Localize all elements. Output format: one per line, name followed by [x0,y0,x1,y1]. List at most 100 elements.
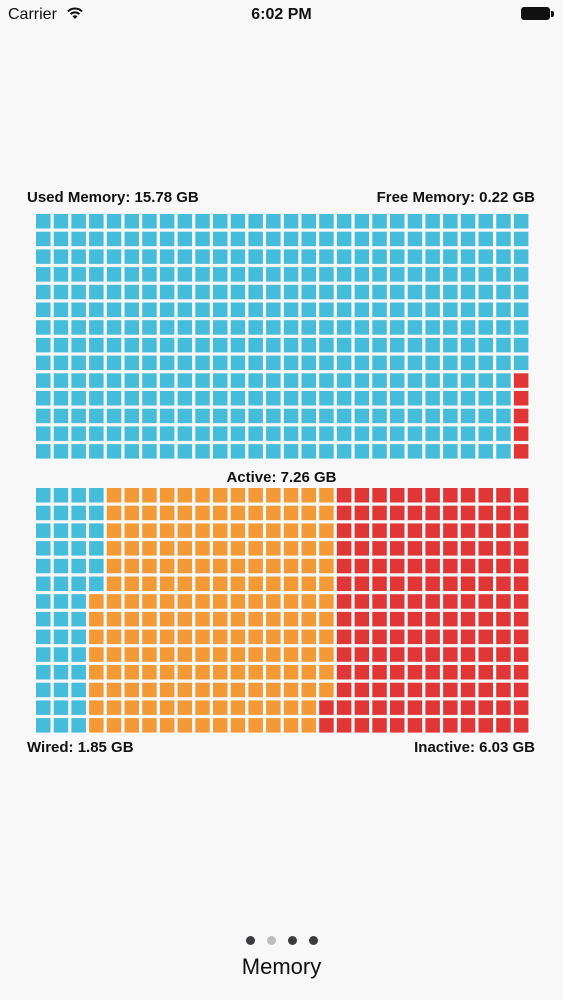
top-used-cell [248,214,263,229]
bottom-inactive-cell [354,611,370,627]
bottom-active-cell [106,488,122,503]
top-used-cell [407,231,423,247]
bottom-wired-cell [36,629,51,645]
bottom-inactive-cell [390,523,405,538]
top-used-cell [213,302,228,317]
top-used-cell [354,426,370,441]
bottom-active-cell [159,523,175,538]
top-free-cell [513,391,529,406]
bottom-active-cell [266,558,281,574]
top-used-cell [425,302,440,317]
top-used-cell [407,337,423,353]
bottom-inactive-cell [478,629,493,645]
top-used-cell [89,320,104,335]
bottom-inactive-cell [372,558,387,574]
bottom-inactive-cell [407,488,423,503]
top-used-cell [407,444,423,459]
top-used-cell [177,249,193,264]
top-used-cell [443,267,458,282]
top-used-cell [407,391,423,406]
bottom-active-cell [213,523,228,538]
page-dot-2[interactable] [266,936,276,945]
page-control[interactable] [0,936,563,945]
bottom-active-cell [177,558,193,574]
top-used-cell [142,408,157,424]
bottom-wired-cell [36,505,51,521]
top-used-cell [177,426,193,441]
top-free-cell [513,408,529,424]
top-used-cell [460,231,476,247]
bottom-active-cell [319,576,334,591]
top-used-cell [159,284,175,300]
bottom-active-cell [248,682,263,698]
bottom-active-cell [301,541,316,556]
bottom-inactive-cell [443,558,458,574]
bottom-active-cell [124,523,139,538]
bottom-inactive-cell [390,541,405,556]
page-dot-1[interactable] [245,936,255,945]
top-used-cell [372,284,387,300]
top-used-cell [124,231,139,247]
top-used-cell [177,214,193,229]
active-memory-label: Active: 7.26 GB [226,469,337,486]
bottom-inactive-cell [372,576,387,591]
page-dot-3[interactable] [287,936,297,945]
top-used-cell [53,337,69,353]
top-used-cell [106,337,122,353]
bottom-inactive-cell [478,488,493,503]
bottom-wired-cell [36,576,51,591]
top-used-cell [142,214,157,229]
bottom-wired-cell [36,523,51,538]
top-used-cell [496,337,511,353]
bottom-wired-cell [53,700,69,715]
top-used-cell [460,302,476,317]
top-used-cell [266,391,281,406]
bottom-inactive-cell [425,594,440,609]
top-used-cell [443,408,458,424]
top-used-cell [159,408,175,424]
bottom-inactive-cell [354,665,370,680]
bottom-active-cell [213,647,228,662]
bottom-active-cell [159,611,175,627]
bottom-active-cell [142,682,157,698]
page-dot-4[interactable] [308,936,318,945]
bottom-inactive-cell [336,718,352,733]
bottom-inactive-cell [513,488,529,503]
top-used-cell [496,355,511,371]
top-used-cell [106,391,122,406]
bottom-active-cell [301,682,316,698]
bottom-inactive-cell [372,647,387,662]
bottom-inactive-cell [460,523,476,538]
top-used-cell [496,231,511,247]
bottom-wired-cell [53,629,69,645]
bottom-active-cell [213,629,228,645]
top-used-cell [354,337,370,353]
bottom-active-cell [230,558,246,574]
top-used-cell [513,320,529,335]
top-free-cell [513,373,529,388]
top-used-cell [53,267,69,282]
top-used-cell [390,214,405,229]
top-used-cell [53,249,69,264]
bottom-wired-cell [53,576,69,591]
top-used-cell [354,231,370,247]
bottom-inactive-cell [390,700,405,715]
top-used-cell [407,408,423,424]
bottom-inactive-cell [425,682,440,698]
top-used-cell [336,337,352,353]
bottom-wired-cell [71,700,86,715]
top-free-cell [513,426,529,441]
top-used-cell [89,267,104,282]
top-used-cell [336,426,352,441]
bottom-active-cell [266,576,281,591]
bottom-active-cell [283,611,299,627]
top-used-cell [425,355,440,371]
top-used-cell [124,320,139,335]
top-used-cell [142,355,157,371]
bottom-active-cell [248,576,263,591]
bottom-active-cell [195,576,210,591]
bottom-active-cell [266,700,281,715]
status-bar: Carrier 6:02 PM [0,0,563,30]
bottom-active-cell [319,594,334,609]
top-used-cell [106,231,122,247]
